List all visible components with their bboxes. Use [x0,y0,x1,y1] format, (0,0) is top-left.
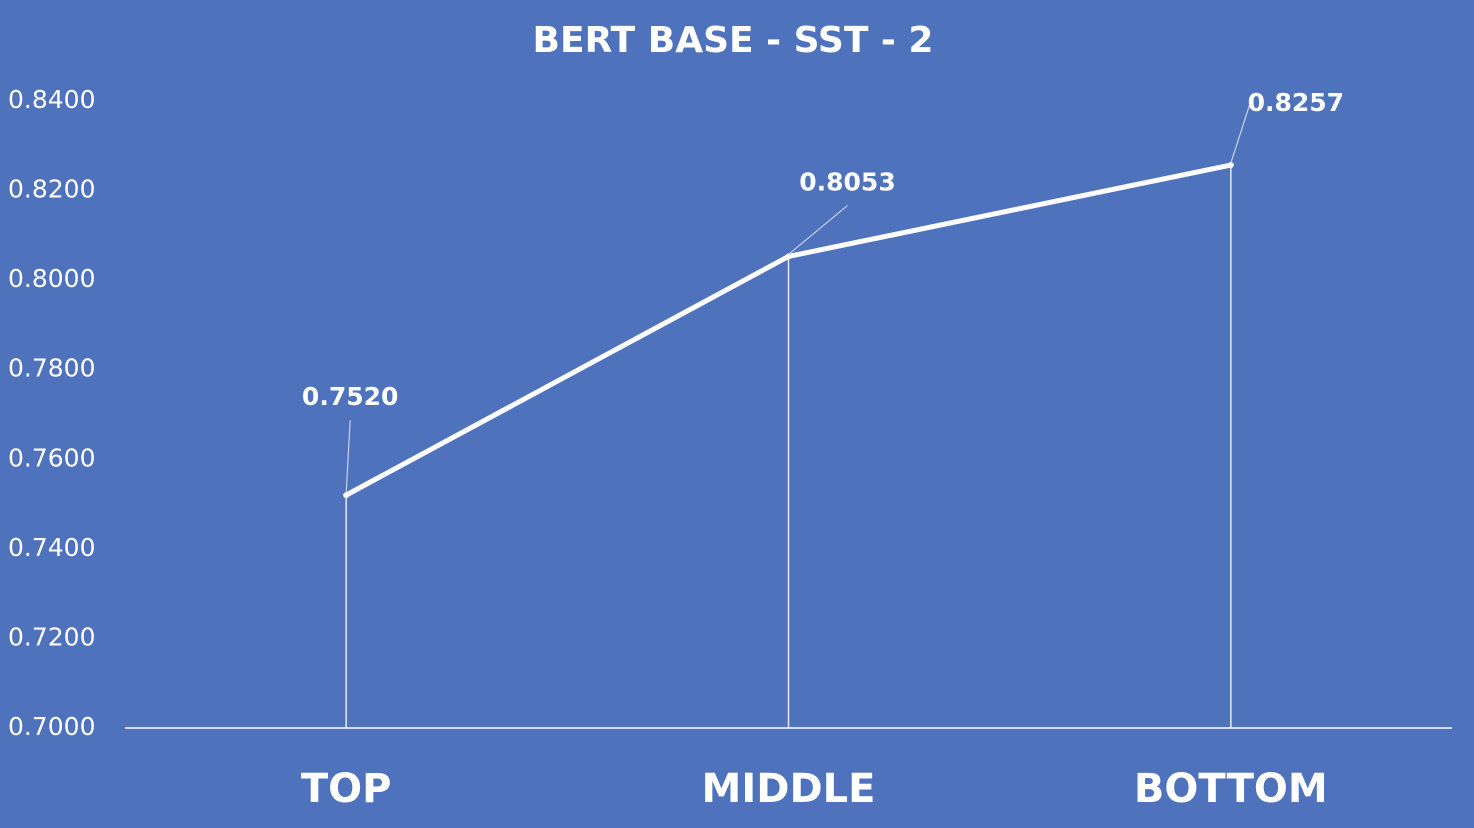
data-point [1227,162,1234,169]
y-tick-label: 0.7800 [8,354,95,383]
chart-title: BERT BASE - SST - 2 [533,20,934,61]
data-point [785,253,792,260]
data-label: 0.7520 [302,382,398,411]
y-tick-label: 0.7000 [8,712,95,741]
y-tick-label: 0.8200 [8,175,95,204]
y-tick-label: 0.7400 [8,533,95,562]
leader-line [788,204,848,255]
y-tick-label: 0.7600 [8,443,95,472]
leader-line [345,420,351,494]
x-tick-label: TOP [301,766,392,812]
leader-line [1230,103,1251,164]
x-tick-label: BOTTOM [1134,766,1328,812]
data-point [343,492,350,499]
y-tick-label: 0.7200 [8,622,95,651]
y-tick-label: 0.8400 [8,85,95,114]
data-label: 0.8257 [1248,88,1344,117]
y-tick-label: 0.8000 [8,264,95,293]
x-tick-label: MIDDLE [702,766,876,812]
data-label: 0.8053 [799,167,895,196]
